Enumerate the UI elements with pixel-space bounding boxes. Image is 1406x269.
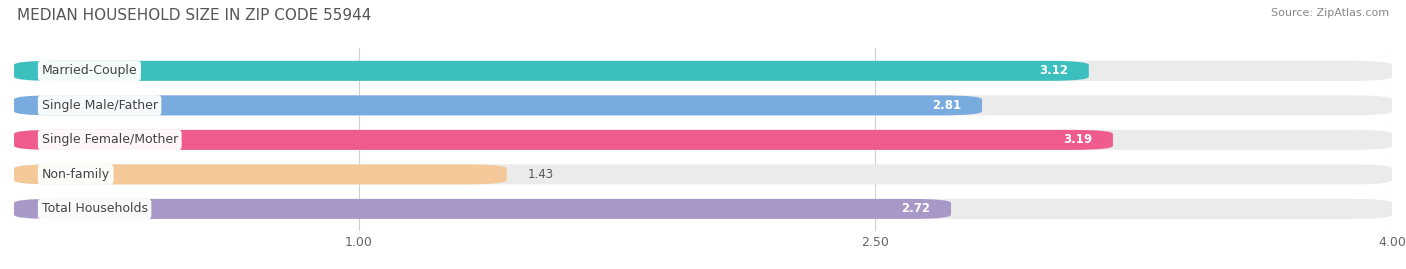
FancyBboxPatch shape bbox=[14, 61, 1392, 81]
Text: 3.19: 3.19 bbox=[1063, 133, 1092, 146]
Text: Non-family: Non-family bbox=[42, 168, 110, 181]
FancyBboxPatch shape bbox=[14, 130, 1114, 150]
Text: Married-Couple: Married-Couple bbox=[42, 64, 138, 77]
FancyBboxPatch shape bbox=[14, 95, 981, 115]
Text: Single Male/Father: Single Male/Father bbox=[42, 99, 157, 112]
Text: Source: ZipAtlas.com: Source: ZipAtlas.com bbox=[1271, 8, 1389, 18]
Text: 1.43: 1.43 bbox=[527, 168, 554, 181]
FancyBboxPatch shape bbox=[14, 199, 1392, 219]
Text: 2.81: 2.81 bbox=[932, 99, 962, 112]
FancyBboxPatch shape bbox=[14, 95, 1392, 115]
Text: Total Households: Total Households bbox=[42, 202, 148, 215]
FancyBboxPatch shape bbox=[14, 164, 1392, 185]
Text: 2.72: 2.72 bbox=[901, 202, 931, 215]
FancyBboxPatch shape bbox=[14, 130, 1392, 150]
Text: MEDIAN HOUSEHOLD SIZE IN ZIP CODE 55944: MEDIAN HOUSEHOLD SIZE IN ZIP CODE 55944 bbox=[17, 8, 371, 23]
Text: 3.12: 3.12 bbox=[1039, 64, 1069, 77]
FancyBboxPatch shape bbox=[14, 61, 1088, 81]
FancyBboxPatch shape bbox=[14, 199, 950, 219]
FancyBboxPatch shape bbox=[14, 164, 506, 185]
Text: Single Female/Mother: Single Female/Mother bbox=[42, 133, 179, 146]
